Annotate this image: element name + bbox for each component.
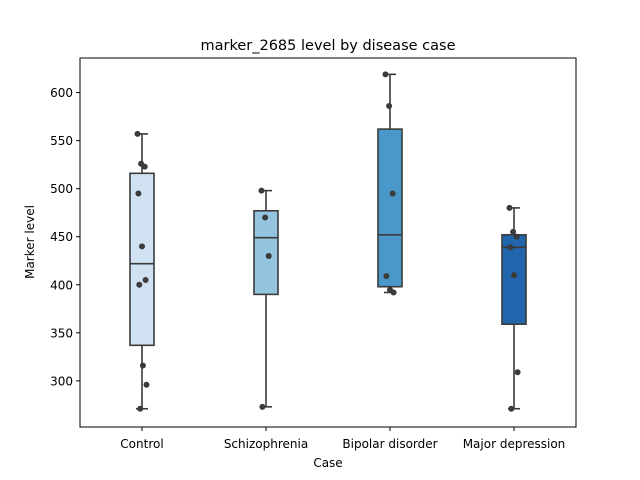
y-axis: 300 350 400 450 500 550 600 — [50, 86, 80, 388]
x-tick-label: Schizophrenia — [224, 437, 308, 451]
axes-frame — [79, 57, 577, 428]
data-point — [135, 190, 142, 197]
iqr-box — [501, 234, 527, 325]
data-point — [139, 362, 146, 369]
y-tick-label: 350 — [50, 326, 73, 340]
x-tick-label: Control — [120, 437, 163, 451]
iqr-box — [377, 128, 403, 288]
data-point — [262, 214, 269, 221]
data-point — [513, 233, 520, 240]
data-point — [382, 71, 389, 78]
data-point — [137, 405, 144, 412]
data-point — [510, 228, 517, 235]
y-tick-label: 550 — [50, 134, 73, 148]
y-axis-title: Marker level — [23, 205, 37, 279]
data-point — [383, 273, 390, 280]
y-tick-label: 450 — [50, 230, 73, 244]
box-group-major-depression — [501, 204, 527, 412]
data-point — [265, 252, 272, 259]
data-point — [142, 276, 149, 283]
data-point — [141, 163, 148, 170]
data-point — [514, 369, 521, 376]
x-axis: Control Schizophrenia Bipolar disorder Majo… — [120, 427, 565, 451]
data-point — [389, 190, 396, 197]
data-point — [143, 381, 150, 388]
x-axis-title: Case — [313, 456, 342, 470]
chart-title: marker_2685 level by disease case — [201, 38, 456, 54]
box-group-schizophrenia — [253, 187, 279, 410]
y-tick-label: 300 — [50, 374, 73, 388]
data-point — [258, 187, 265, 194]
data-point — [506, 204, 513, 211]
plot-area — [129, 71, 527, 412]
data-point — [139, 243, 145, 250]
data-point — [508, 405, 515, 412]
x-tick-label: Major depression — [463, 437, 566, 451]
data-point — [390, 289, 397, 296]
y-tick-label: 600 — [50, 86, 73, 100]
iqr-box — [253, 209, 279, 296]
data-point — [136, 281, 143, 288]
box-group-control — [129, 130, 155, 412]
data-point — [507, 244, 514, 251]
y-tick-label: 500 — [50, 182, 73, 196]
data-point — [134, 130, 141, 137]
box-group-bipolar-disorder — [377, 71, 403, 296]
data-point — [259, 403, 266, 410]
y-tick-label: 400 — [50, 278, 73, 292]
x-tick-label: Bipolar disorder — [342, 437, 437, 451]
data-point — [386, 103, 393, 110]
iqr-box — [129, 172, 155, 347]
data-point — [511, 272, 517, 279]
